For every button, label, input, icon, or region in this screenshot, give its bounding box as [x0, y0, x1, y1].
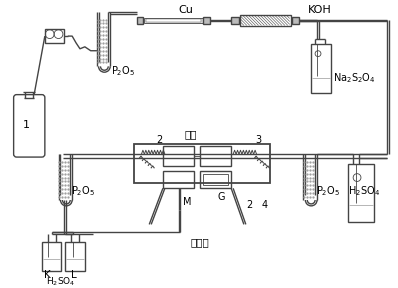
Text: G: G [218, 192, 225, 202]
Text: Cu: Cu [178, 5, 193, 15]
Bar [200, 146, 231, 166]
Bar [163, 171, 194, 188]
Bar [146, 18, 201, 22]
Bar [200, 171, 231, 188]
Bar [137, 17, 143, 24]
Bar [134, 144, 270, 183]
Bar [42, 242, 61, 271]
Text: 2: 2 [246, 200, 252, 210]
Bar [65, 242, 85, 271]
Text: L: L [71, 270, 77, 280]
Bar [311, 44, 331, 93]
Bar [240, 15, 291, 26]
Text: 2: 2 [156, 134, 162, 145]
Text: 试样: 试样 [185, 130, 197, 140]
Text: P$_2$O$_5$: P$_2$O$_5$ [111, 64, 135, 78]
Text: P$_2$O$_5$: P$_2$O$_5$ [71, 184, 96, 198]
Text: H$_2$SO$_4$: H$_2$SO$_4$ [348, 184, 380, 198]
Bar [348, 164, 374, 222]
Text: P$_2$O$_5$: P$_2$O$_5$ [316, 184, 340, 198]
Bar [144, 18, 203, 23]
Bar [163, 146, 194, 166]
Bar [45, 29, 64, 43]
Bar [231, 17, 239, 24]
Text: 3: 3 [256, 134, 262, 145]
Text: 4: 4 [261, 200, 267, 210]
Text: Na$_2$S$_2$O$_4$: Na$_2$S$_2$O$_4$ [333, 71, 375, 85]
Text: 热电偶: 热电偶 [190, 237, 209, 247]
Text: K: K [44, 270, 51, 280]
Text: KOH: KOH [308, 5, 332, 15]
Text: 1: 1 [22, 120, 29, 130]
Bar [203, 174, 228, 185]
Text: H$_2$SO$_4$: H$_2$SO$_4$ [46, 276, 75, 288]
Text: M: M [183, 197, 192, 207]
Bar [292, 17, 299, 24]
Bar [203, 17, 210, 24]
